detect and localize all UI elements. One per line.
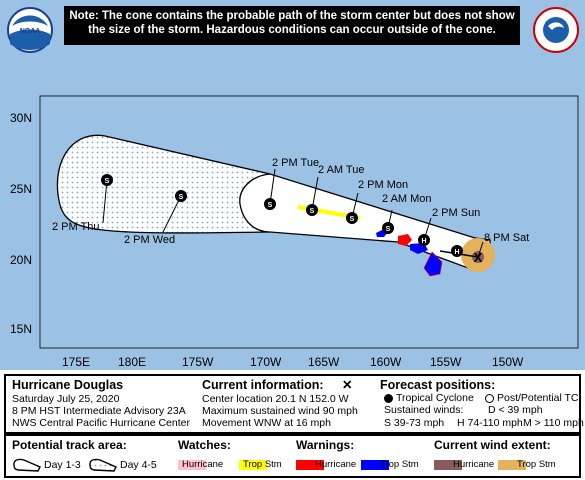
noaa-logo: NOAA xyxy=(7,7,53,53)
day45-cone-icon xyxy=(89,458,117,472)
forecast-point-2pm-mon-symbol: S xyxy=(350,216,355,223)
legend-panel: Hurricane Douglas Saturday July 25, 2020… xyxy=(0,372,585,480)
lon-label-175e: 175E xyxy=(62,355,90,369)
map-border xyxy=(39,95,579,349)
post-tc-icon xyxy=(485,394,494,403)
forecast-point-extra-h xyxy=(451,245,463,257)
wind-hurricane-label: Hurricane xyxy=(453,459,495,470)
warn-hurricane-swatch xyxy=(296,460,324,470)
lon-label-165w: 165W xyxy=(308,355,340,369)
advisory-date: Saturday July 25, 2020 xyxy=(12,393,120,405)
label-2pm-tue: 2 PM Tue xyxy=(272,157,319,169)
lat-label-30: 30N xyxy=(10,111,32,125)
lat-label-25: 25N xyxy=(10,182,32,196)
forecast-point-2am-tue-symbol: S xyxy=(310,208,315,215)
forecast-point-2pm-tue xyxy=(264,198,276,210)
forecast-point-2am-mon xyxy=(382,222,394,234)
track-area-title: Potential track area: xyxy=(12,438,127,452)
forecast-point-2pm-sun xyxy=(418,234,430,246)
legend-key-box: Potential track area: Day 1-3 Day 4-5 Wa… xyxy=(4,434,581,478)
label-2pm-thu: 2 PM Thu xyxy=(52,221,100,233)
current-info-x-icon: ✕ xyxy=(342,378,353,392)
lon-label-175w: 175W xyxy=(182,355,214,369)
forecast-point-2pm-sun-symbol: H xyxy=(421,238,426,245)
watch-trop-label: Trop Stm xyxy=(243,459,282,470)
category-m: M > 110 mph xyxy=(523,417,584,429)
label-2pm-wed: 2 PM Wed xyxy=(124,234,175,246)
tropical-cyclone-icon xyxy=(384,394,393,403)
category-d: D < 39 mph xyxy=(488,404,543,416)
current-info-title: Current information: xyxy=(202,378,324,392)
label-8pm-sat: 8 PM Sat xyxy=(484,232,529,244)
cone-note: Note: The cone contains the probable pat… xyxy=(64,6,520,45)
wind-trop-label: Trop Stm xyxy=(517,459,556,470)
day13-cone-icon xyxy=(13,458,41,472)
cone-note-line2: the size of the storm. Hazardous conditi… xyxy=(88,24,496,36)
warnings-title: Warnings: xyxy=(296,438,355,452)
post-tc-label: Post/Potential TC xyxy=(497,392,579,404)
forecast-point-2pm-mon xyxy=(346,212,358,224)
label-2pm-sun: 2 PM Sun xyxy=(432,207,480,219)
wind-trop-swatch xyxy=(498,460,526,470)
watches-title: Watches: xyxy=(178,438,231,452)
issuing-center: NWS Central Pacific Hurricane Center xyxy=(12,417,190,429)
tropical-cyclone-label: Tropical Cyclone xyxy=(396,392,474,404)
lon-label-170w: 170W xyxy=(250,355,282,369)
forecast-positions-title: Forecast positions: xyxy=(380,378,496,392)
cone-note-line1: Note: The cone contains the probable pat… xyxy=(69,10,515,22)
noaa-logo-text: NOAA xyxy=(20,28,41,35)
movement: Movement WNW at 16 mph xyxy=(202,417,331,429)
forecast-point-2pm-thu xyxy=(101,174,113,186)
advisory-time: 8 PM HST Intermediate Advisory 23A xyxy=(12,405,186,417)
nws-logo xyxy=(533,7,579,53)
storm-name: Hurricane Douglas xyxy=(12,378,124,392)
forecast-point-2pm-wed-symbol: S xyxy=(179,194,184,201)
forecast-point-2am-mon-symbol: S xyxy=(386,226,391,233)
category-h: H 74-110 mph xyxy=(457,417,523,429)
lat-label-15: 15N xyxy=(10,322,32,336)
max-wind: Maximum sustained wind 90 mph xyxy=(202,405,358,417)
warn-hurricane-label: Hurricane xyxy=(315,459,357,470)
lon-label-150w: 150W xyxy=(492,355,524,369)
watch-hurricane-label: Hurricane xyxy=(182,459,224,470)
warn-trop-label: Trop Stm xyxy=(380,459,419,470)
forecast-point-extra-h-symbol: H xyxy=(454,249,459,256)
sustained-winds-label: Sustained winds: xyxy=(384,404,464,416)
wind-extent-title: Current wind extent: xyxy=(434,438,551,452)
land-warning-trop-bigisland xyxy=(423,251,443,277)
forecast-point-2pm-wed xyxy=(175,190,187,202)
watch-trop-swatch xyxy=(239,460,267,470)
center-location: Center location 20.1 N 152.0 W xyxy=(202,393,349,405)
forecast-map: 30N 25N 20N 15N 175E 180E 175W 170W 165W… xyxy=(0,0,585,370)
lon-label-155w: 155W xyxy=(430,355,462,369)
day13-label: Day 1-3 xyxy=(44,459,81,471)
wind-hurricane-swatch xyxy=(434,460,462,470)
lat-label-20: 20N xyxy=(10,253,32,267)
forecast-point-2pm-tue-symbol: S xyxy=(268,202,273,209)
day45-label: Day 4-5 xyxy=(120,459,157,471)
forecast-point-2pm-thu-symbol: S xyxy=(105,178,110,185)
current-position-marker: X xyxy=(474,250,483,265)
label-2pm-mon: 2 PM Mon xyxy=(358,179,408,191)
lon-label-180e: 180E xyxy=(118,355,146,369)
warn-trop-swatch xyxy=(361,460,389,470)
watch-hurricane-swatch xyxy=(178,460,206,470)
forecast-point-2am-tue xyxy=(306,204,318,216)
lon-label-160w: 160W xyxy=(370,355,402,369)
label-2am-mon: 2 AM Mon xyxy=(382,193,432,205)
category-s: S 39-73 mph xyxy=(384,417,445,429)
land-warning-hurricane xyxy=(398,234,412,246)
label-2am-tue: 2 AM Tue xyxy=(318,164,364,176)
storm-info-box: Hurricane Douglas Saturday July 25, 2020… xyxy=(4,374,584,434)
cone-day45 xyxy=(56,134,271,234)
